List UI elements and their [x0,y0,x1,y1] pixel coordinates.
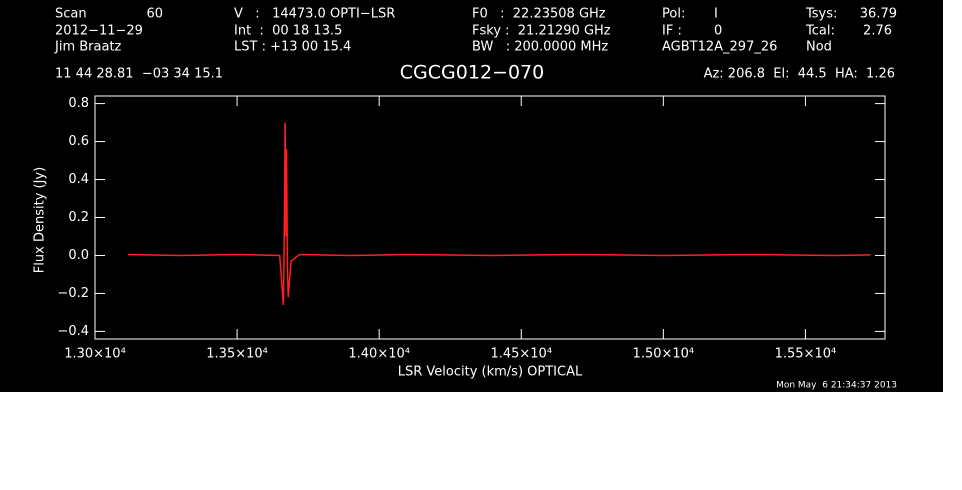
timestamp: Mon May 6 21:34:37 2013 [776,381,897,391]
y-tick-label: 0.6 [68,134,89,149]
spectrum-line [127,122,871,305]
header: Az: 206.8 El: 44.5 HA: 1.26 [704,67,895,82]
header: Pol: [662,7,685,22]
x-tick-label: 1.40×10⁴ [348,347,410,362]
header: Tcal: [805,24,835,39]
y-tick-label: 0.2 [68,210,89,225]
x-tick-label: 1.45×10⁴ [490,347,552,362]
header: BW : 200.0000 MHz [472,40,608,55]
y-tick-label: −0.2 [57,286,89,301]
header: Jim Braatz [54,40,122,55]
header: AGBT12A_297_26 [662,40,777,55]
x-axis-label: LSR Velocity (km/s) OPTICAL [398,365,583,380]
y-tick-label: 0.0 [68,248,89,263]
header: I [714,7,718,22]
header: Fsky : 21.21290 GHz [472,24,611,39]
chart-title: CGCG012−070 [400,62,544,84]
x-tick-label: 1.35×10⁴ [206,347,268,362]
x-tick-label: 1.30×10⁴ [64,347,126,362]
header: 36.79 [860,7,897,22]
header: 2.76 [863,24,892,39]
y-tick-label: −0.4 [57,324,89,339]
y-tick-label: 0.8 [68,96,89,111]
header: Tsys: [805,7,837,22]
header: LST : +13 00 15.4 [234,40,351,55]
header: Scan [55,7,87,22]
header: 0 [714,24,722,39]
header: F0 : 22.23508 GHz [472,7,606,22]
header: Nod [806,40,832,55]
plot-background [0,0,943,392]
y-axis-label: Flux Density (Jy) [33,167,48,273]
x-tick-label: 1.50×10⁴ [633,347,695,362]
header: V : 14473.0 OPTI−LSR [234,7,395,22]
header: 60 [146,7,163,22]
x-tick-label: 1.55×10⁴ [775,347,837,362]
header: IF : [662,24,682,39]
header: Int : 00 18 13.5 [234,24,342,39]
y-tick-label: 0.4 [68,172,89,187]
header: 11 44 28.81 −03 34 15.1 [55,67,223,82]
header: 2012−11−29 [55,24,143,39]
